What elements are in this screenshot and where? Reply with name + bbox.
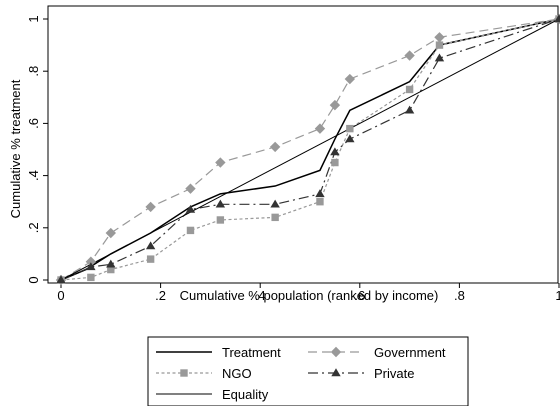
legend-label-ngo: NGO xyxy=(222,366,252,381)
y-tick-label: .2 xyxy=(26,222,41,233)
data-point-private xyxy=(554,14,560,23)
x-tick-label: 1 xyxy=(555,288,560,303)
data-point-private xyxy=(106,259,116,268)
data-point-ngo xyxy=(405,85,414,94)
legend-label-equality: Equality xyxy=(222,387,269,402)
data-point-government xyxy=(269,141,281,153)
x-tick-label: 0 xyxy=(57,288,64,303)
data-point-private xyxy=(215,199,226,208)
x-axis-label: Cumulative % population (ranked by incom… xyxy=(180,288,439,303)
y-tick-label: 1 xyxy=(26,15,41,22)
series-layer xyxy=(60,18,560,281)
data-point-private xyxy=(345,134,355,143)
data-point-private xyxy=(270,199,280,208)
data-point-ngo xyxy=(435,41,444,49)
legend: Treatment Government NGO Private Equality xyxy=(147,336,469,406)
legend-label-private: Private xyxy=(374,366,414,381)
x-tick-label: .4 xyxy=(255,288,266,303)
data-point-government xyxy=(344,73,356,85)
y-tick-label: .6 xyxy=(26,118,41,129)
data-point-government xyxy=(185,183,196,194)
data-point-private xyxy=(185,204,196,213)
data-point-ngo xyxy=(346,124,354,133)
data-point-government xyxy=(329,99,341,111)
y-tick-label: .4 xyxy=(26,170,41,181)
y-tick-label: .8 xyxy=(26,66,41,77)
data-point-government xyxy=(404,50,415,61)
data-point-private xyxy=(434,53,445,62)
x-tick-label: .6 xyxy=(354,288,365,303)
data-point-private xyxy=(330,147,340,156)
legend-marker-ngo xyxy=(180,369,188,377)
y-axis-label: Cumulative % treatment xyxy=(8,79,23,218)
legend-label-government: Government xyxy=(374,345,446,360)
data-point-private xyxy=(315,189,325,198)
data-point-private xyxy=(404,105,415,114)
data-point-ngo xyxy=(107,265,115,274)
data-point-ngo xyxy=(331,158,339,167)
data-point-private xyxy=(86,262,96,271)
x-tick-label: .8 xyxy=(454,288,465,303)
plot-frame xyxy=(47,5,559,284)
legend-marker-private xyxy=(331,368,341,377)
markers-layer xyxy=(55,13,560,286)
data-point-government xyxy=(145,201,156,213)
data-point-ngo xyxy=(271,213,279,222)
axes: 0 .2 .4 .6 .8 1 0 .2 .4 .6 .8 1 xyxy=(26,15,560,303)
data-point-government xyxy=(434,32,445,43)
legend-marker-government xyxy=(330,346,342,358)
data-point-government xyxy=(105,227,116,239)
data-point-ngo xyxy=(87,273,95,282)
data-point-ngo xyxy=(216,216,225,224)
x-tick-label: .2 xyxy=(155,288,166,303)
data-point-government xyxy=(85,256,97,267)
legend-label-treatment: Treatment xyxy=(222,345,281,360)
data-point-government xyxy=(314,123,326,134)
plot-border xyxy=(47,5,559,284)
data-point-government xyxy=(215,157,226,168)
data-point-private xyxy=(56,275,66,284)
data-point-ngo xyxy=(316,198,324,206)
series-line-equality xyxy=(60,18,560,281)
data-point-ngo xyxy=(146,255,155,263)
data-point-private xyxy=(145,241,156,250)
data-point-ngo xyxy=(186,226,195,235)
y-tick-label: 0 xyxy=(26,276,41,283)
